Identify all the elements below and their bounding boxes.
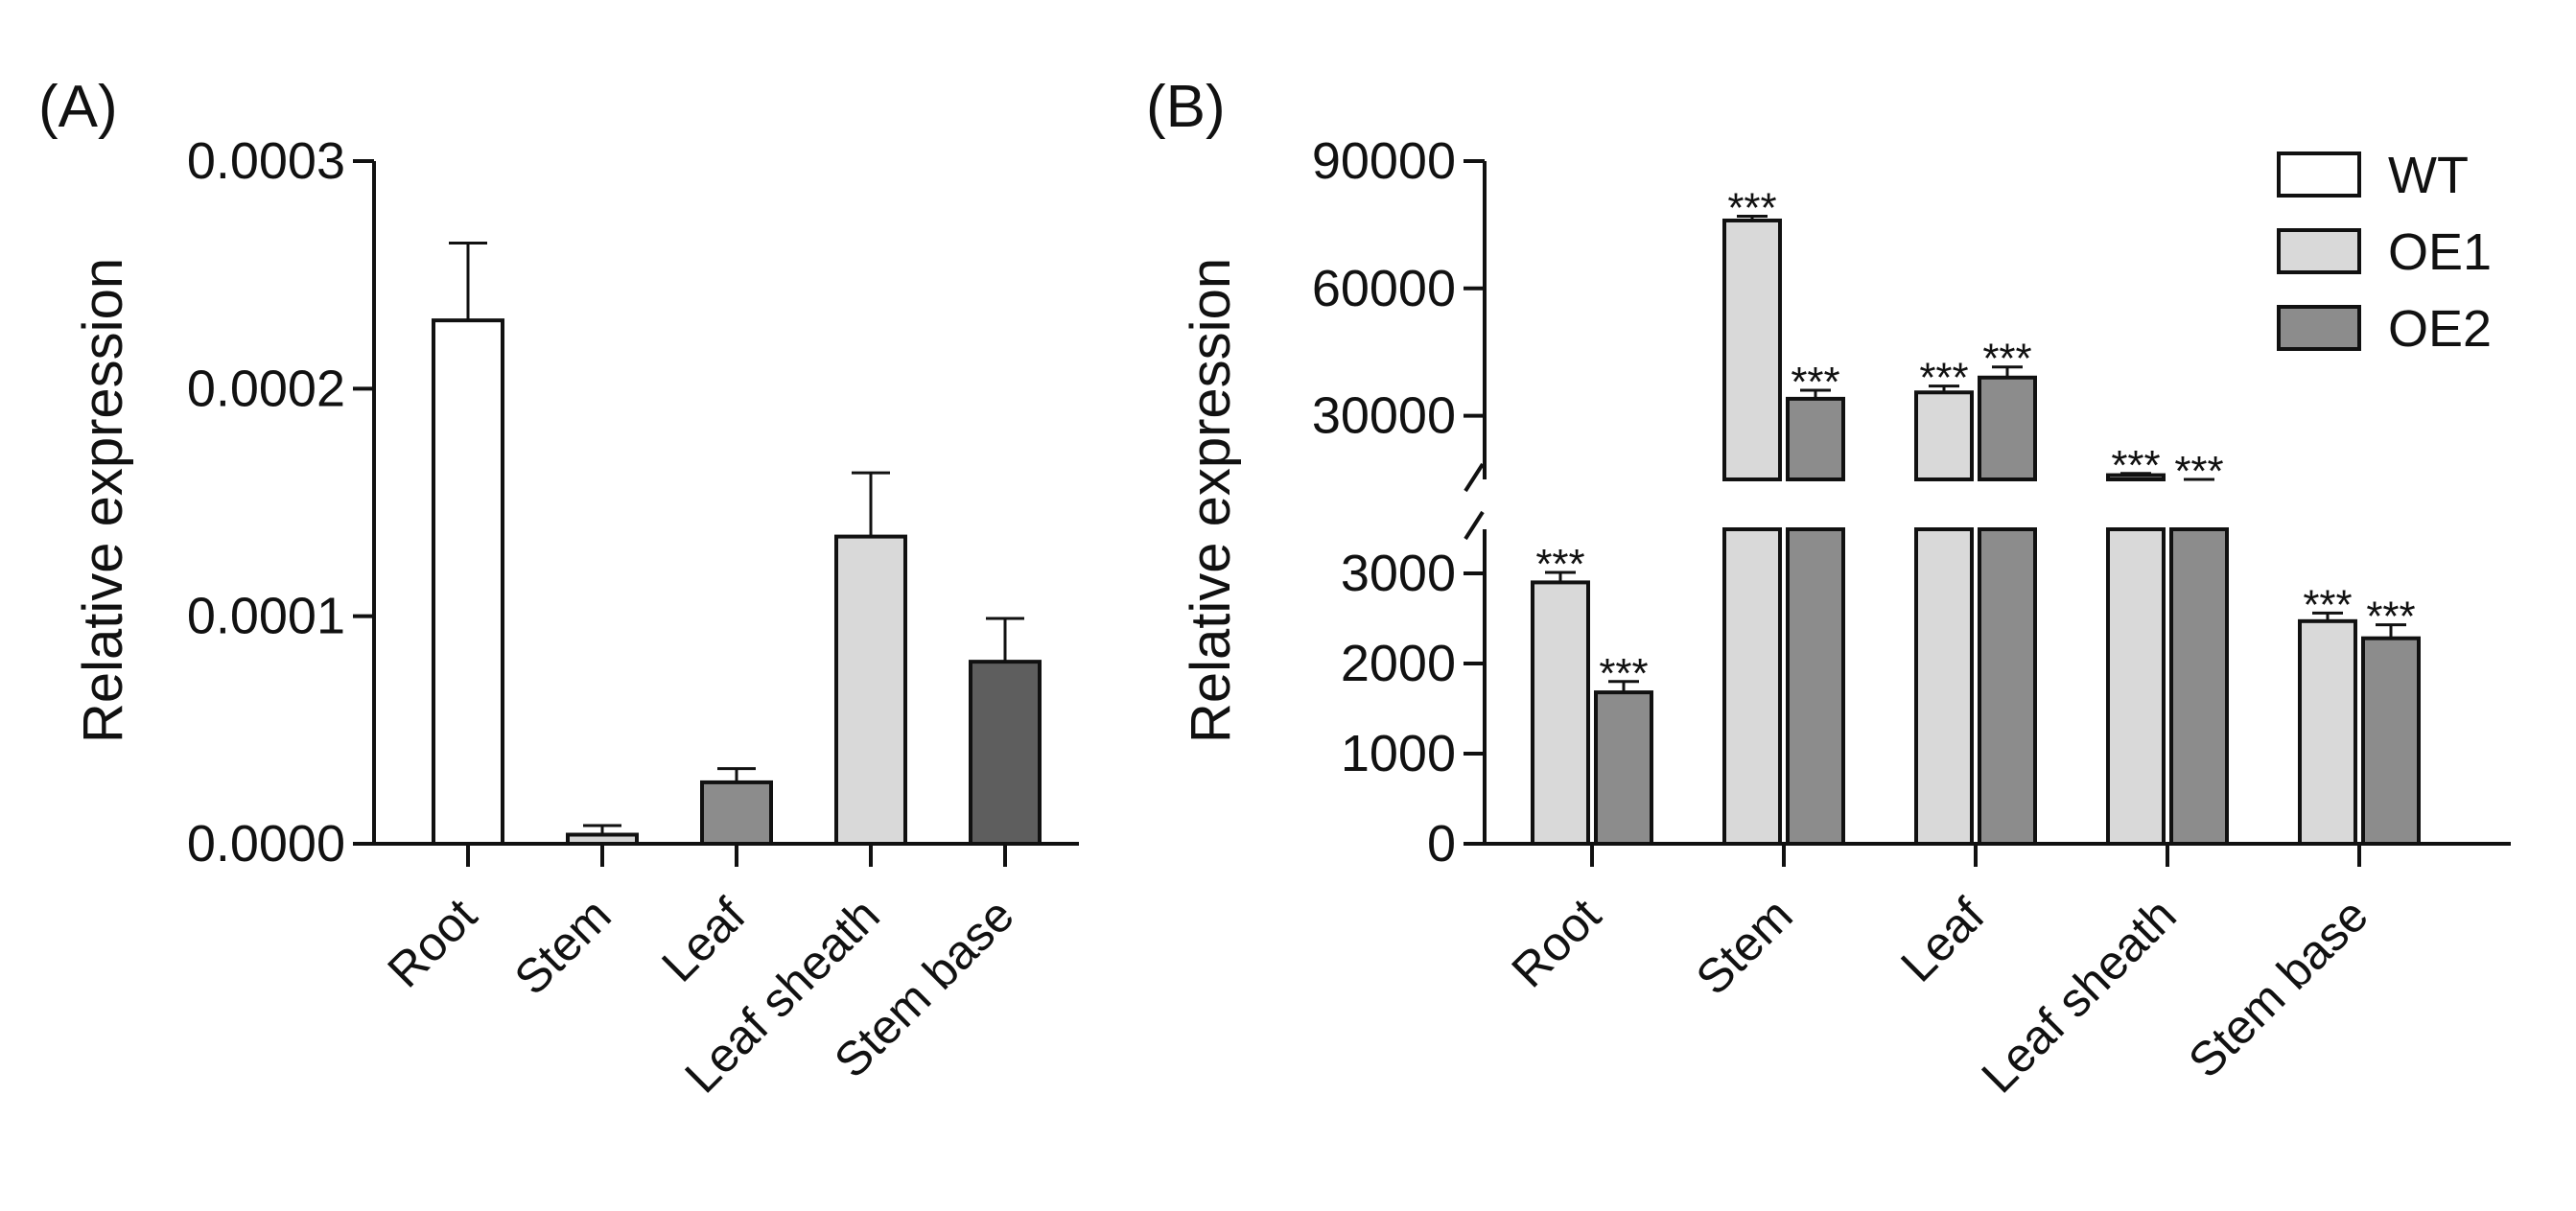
x-tick-label: Leaf sheath — [1971, 888, 2186, 1103]
significance-marker: *** — [1919, 355, 1968, 402]
axis-break-gap — [2104, 481, 2167, 527]
bar-oe1-stem-base — [2298, 618, 2357, 846]
panel-a-label: (A) — [38, 74, 118, 140]
bar-leaf — [700, 780, 773, 846]
x-tick-label: Root — [1501, 888, 1610, 997]
bar-stem-base — [969, 660, 1042, 847]
x-tick-label: Stem base — [2178, 888, 2378, 1088]
bar-oe1-stem-upper — [1722, 218, 1782, 481]
legend-swatch-oe2 — [2277, 305, 2361, 351]
y-tick-label: 3000 — [1341, 545, 1456, 602]
significance-marker: *** — [1982, 336, 2031, 383]
y-tick-label: 60000 — [1312, 260, 1456, 317]
legend-label-oe2: OE2 — [2388, 300, 2492, 358]
bar-oe1-leaf-lower — [1914, 527, 1974, 846]
panel-b-label: (B) — [1146, 74, 1226, 140]
significance-marker: *** — [2174, 448, 2223, 495]
axis-break-mark — [1464, 462, 1485, 493]
legend-label-wt: WT — [2388, 147, 2469, 204]
y-tick-label: 2000 — [1341, 635, 1456, 692]
bar-oe2-root — [1594, 690, 1653, 847]
y-axis-label: Relative expression — [1180, 258, 1242, 743]
significance-marker: *** — [2303, 581, 2352, 628]
chart-b: *** *** *** *** *** *** *** *** *** *** 0 1000 2000 3… — [1180, 132, 2511, 1104]
significance-marker: *** — [2111, 442, 2160, 489]
x-tick-label: Leaf — [1890, 888, 1994, 991]
significance-marker: *** — [1599, 650, 1648, 697]
bar-oe2-leaf-upper — [1978, 375, 2037, 482]
significance-marker: *** — [1791, 359, 1839, 406]
legend-swatch-wt — [2277, 151, 2361, 198]
axis-break-gap — [2167, 481, 2231, 527]
axis-break-gap — [1721, 481, 1784, 527]
y-tick-label: 0.0002 — [187, 360, 345, 417]
significance-marker: *** — [2366, 594, 2415, 640]
bar-oe2-stem-lower — [1786, 527, 1845, 846]
y-tick-label: 0.0001 — [187, 588, 345, 645]
x-tick-label: Stem — [504, 888, 621, 1005]
axis-break-mark — [1464, 510, 1485, 541]
y-tick-label: 0.0003 — [187, 132, 345, 190]
significance-marker: *** — [1535, 541, 1584, 588]
axis-break-gap — [1976, 481, 2039, 527]
x-tick-label: Root — [377, 888, 486, 997]
y-tick-label: 30000 — [1312, 387, 1456, 445]
y-tick-label: 0.0000 — [187, 815, 345, 873]
bar-leaf-sheath — [834, 534, 907, 846]
bar-oe1-leaf-sheath-lower — [2106, 527, 2166, 846]
bar-root — [432, 318, 504, 846]
bar-oe1-stem-lower — [1722, 527, 1782, 846]
bar-oe1-leaf-upper — [1914, 390, 1974, 481]
axis-break-gap — [1784, 481, 1847, 527]
y-tick-label: 0 — [1427, 815, 1456, 873]
bar-oe2-leaf-lower — [1978, 527, 2037, 846]
bar-oe2-stem-base — [2361, 636, 2421, 846]
bar-oe2-leaf-sheath-lower — [2169, 527, 2229, 846]
legend-swatch-oe1 — [2277, 228, 2361, 274]
x-tick-label: Leaf — [651, 888, 755, 991]
axis-break-gap — [1912, 481, 1976, 527]
y-tick-label: 90000 — [1312, 132, 1456, 190]
x-tick-label: Stem — [1686, 888, 1803, 1005]
bar-oe2-stem-upper — [1786, 396, 1845, 482]
bar-oe1-root — [1531, 580, 1590, 847]
significance-marker: *** — [1727, 185, 1776, 232]
legend-label-oe1: OE1 — [2388, 223, 2492, 281]
y-tick-label: 1000 — [1341, 725, 1456, 782]
y-axis-label: Relative expression — [72, 258, 134, 743]
